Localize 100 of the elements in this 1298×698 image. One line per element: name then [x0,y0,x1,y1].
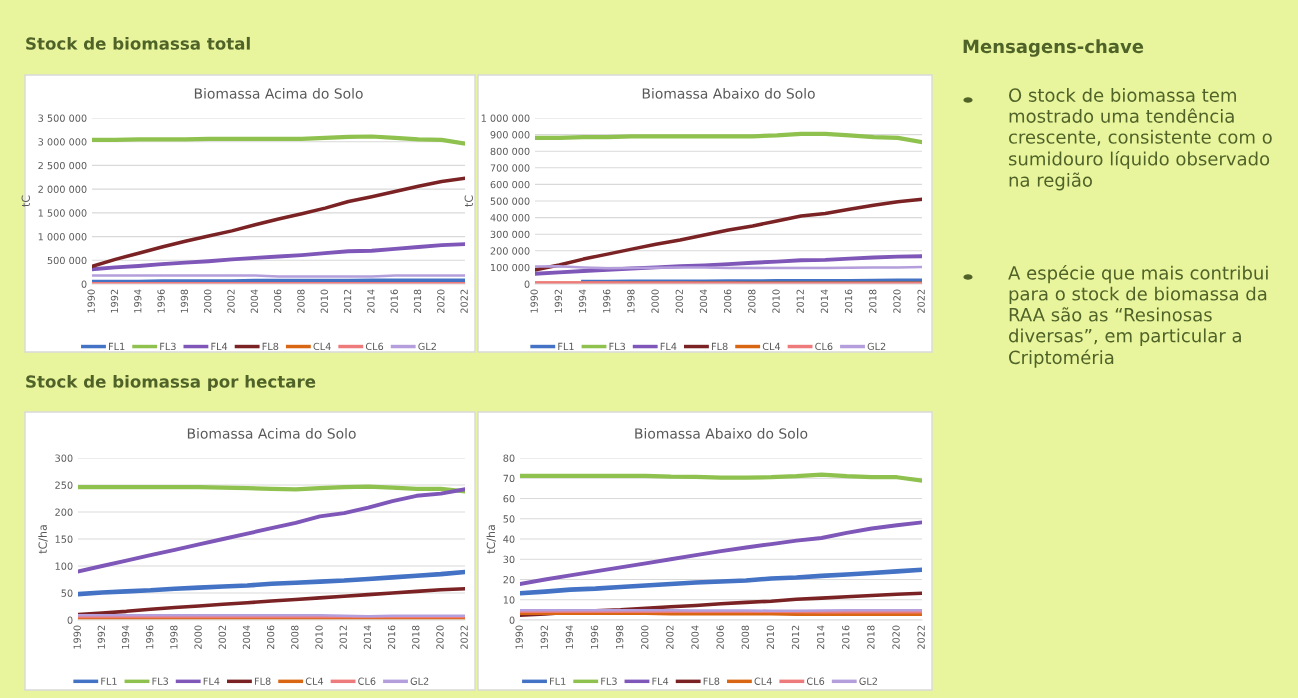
x-tick-label: 2002 [218,625,226,649]
y-tick-label: 80 [503,454,515,462]
y-tick-label: 500 000 [47,256,87,265]
y-tick-label: 3 500 000 [38,114,87,122]
y-tick-label: 150 [55,535,73,543]
y-tick-label: 20 [503,575,515,584]
legend-label: CL6 [806,677,825,685]
x-tick-label: 2004 [250,289,259,313]
x-tick-label: 2010 [320,289,328,313]
legend-label: FL3 [601,677,617,685]
text: Stock de biomassa total [26,36,250,50]
legend-label: CL6 [358,677,376,685]
legend-label: FL1 [101,677,117,685]
x-tick-label: 1994 [578,289,587,313]
legend-label: CL4 [762,342,781,351]
x-tick-label: 2012 [791,625,800,649]
y-axis-title: tC [464,195,473,207]
x-tick-label: 2022 [460,289,468,313]
legend-label: FL1 [550,677,566,685]
legend-label: CL4 [313,342,331,351]
x-tick-label: 2016 [844,289,853,313]
x-tick-label: 1996 [590,625,599,649]
x-tick-label: 1992 [97,625,106,649]
x-tick-label: 1990 [87,289,95,313]
y-tick-label: 250 [55,481,73,489]
y-tick-label: 200 000 [490,247,530,255]
y-tick-label: 500 000 [490,197,530,205]
y-tick-label: 0 [81,280,87,288]
chart-title: Biomassa Abaixo do Solo [642,88,815,99]
x-tick-label: 2012 [339,625,347,649]
chart-title: Biomassa Abaixo do Solo [635,428,808,439]
legend-label: CL4 [754,677,772,685]
x-tick-label: 2020 [893,289,901,313]
y-tick-label: 400 000 [490,214,530,222]
y-tick-label: 300 000 [490,230,530,239]
y-tick-label: 60 [503,494,515,503]
x-tick-label: 1994 [565,625,574,649]
x-tick-label: 2000 [204,289,212,313]
legend-label: GL2 [418,342,436,351]
y-tick-label: 0 [509,616,515,624]
y-tick-label: 800 000 [490,147,530,156]
x-tick-label: 2006 [716,625,724,649]
y-tick-label: 70 [503,474,515,483]
x-tick-label: 2008 [748,289,756,313]
x-tick-label: 2014 [367,289,375,313]
legend-label: FL8 [262,342,279,351]
x-tick-label: 2022 [917,625,925,649]
legend-label: FL3 [609,342,625,351]
legend-label: FL4 [211,342,228,350]
y-axis-title: tC/ha [486,525,496,554]
y-tick-label: 50 [61,589,73,597]
legend-label: FL1 [558,342,574,350]
legend-label: FL1 [109,342,125,350]
y-tick-label: 100 000 [491,263,530,272]
x-tick-label: 1996 [157,289,165,313]
y-tick-label: 30 [503,555,515,564]
y-tick-label: 10 [503,596,515,604]
legend-label: CL4 [305,677,324,685]
x-tick-label: 2022 [460,625,468,649]
x-tick-label: 2002 [666,625,674,649]
x-tick-label: 2022 [917,289,925,313]
x-tick-label: 2014 [816,625,825,649]
legend-label: FL4 [203,677,220,685]
x-tick-label: 1992 [540,625,548,649]
x-tick-label: 2018 [412,625,420,649]
x-tick-label: 2004 [699,289,708,313]
x-tick-label: 2004 [242,625,251,649]
legend-label: FL8 [703,677,720,685]
x-tick-label: 2006 [266,625,275,649]
y-tick-label: 50 [503,515,515,523]
text: O stock de biomassa tem mostrado uma tendência crescente, consistente com o sumidouro líquido observado na região [1008,88,1272,191]
y-tick-label: 2 500 000 [38,161,87,170]
x-tick-label: 2004 [691,625,699,649]
x-tick-label: 2020 [437,289,445,313]
legend-label: FL8 [711,342,728,351]
x-tick-label: 2020 [436,625,444,649]
x-tick-label: 2012 [343,289,352,313]
x-tick-label: 1994 [121,625,130,649]
y-axis-title: tC/ha [38,525,48,554]
text: Mensagens-chave [963,39,1144,57]
y-tick-label: 200 [55,508,73,516]
chart-title: Biomassa Acima do Solo [194,88,363,99]
x-tick-label: 1998 [170,625,178,649]
x-tick-label: 2016 [387,625,396,649]
legend-label: FL4 [660,342,677,350]
y-tick-label: 900 000 [490,131,530,139]
x-tick-label: 2000 [641,625,649,649]
y-tick-label: 0 [524,280,530,288]
legend-label: FL4 [652,677,669,685]
x-tick-label: 2002 [675,289,683,313]
x-tick-label: 1990 [73,625,81,649]
x-tick-label: 2006 [273,289,282,313]
x-tick-label: 2020 [892,625,900,649]
y-tick-label: 600 000 [490,180,530,189]
x-tick-label: 1996 [603,289,611,313]
y-tick-label: 40 [503,535,515,543]
x-tick-label: 2018 [867,625,875,649]
x-tick-label: 1998 [627,289,635,313]
x-tick-label: 2016 [842,625,850,649]
legend-label: GL2 [867,342,886,351]
